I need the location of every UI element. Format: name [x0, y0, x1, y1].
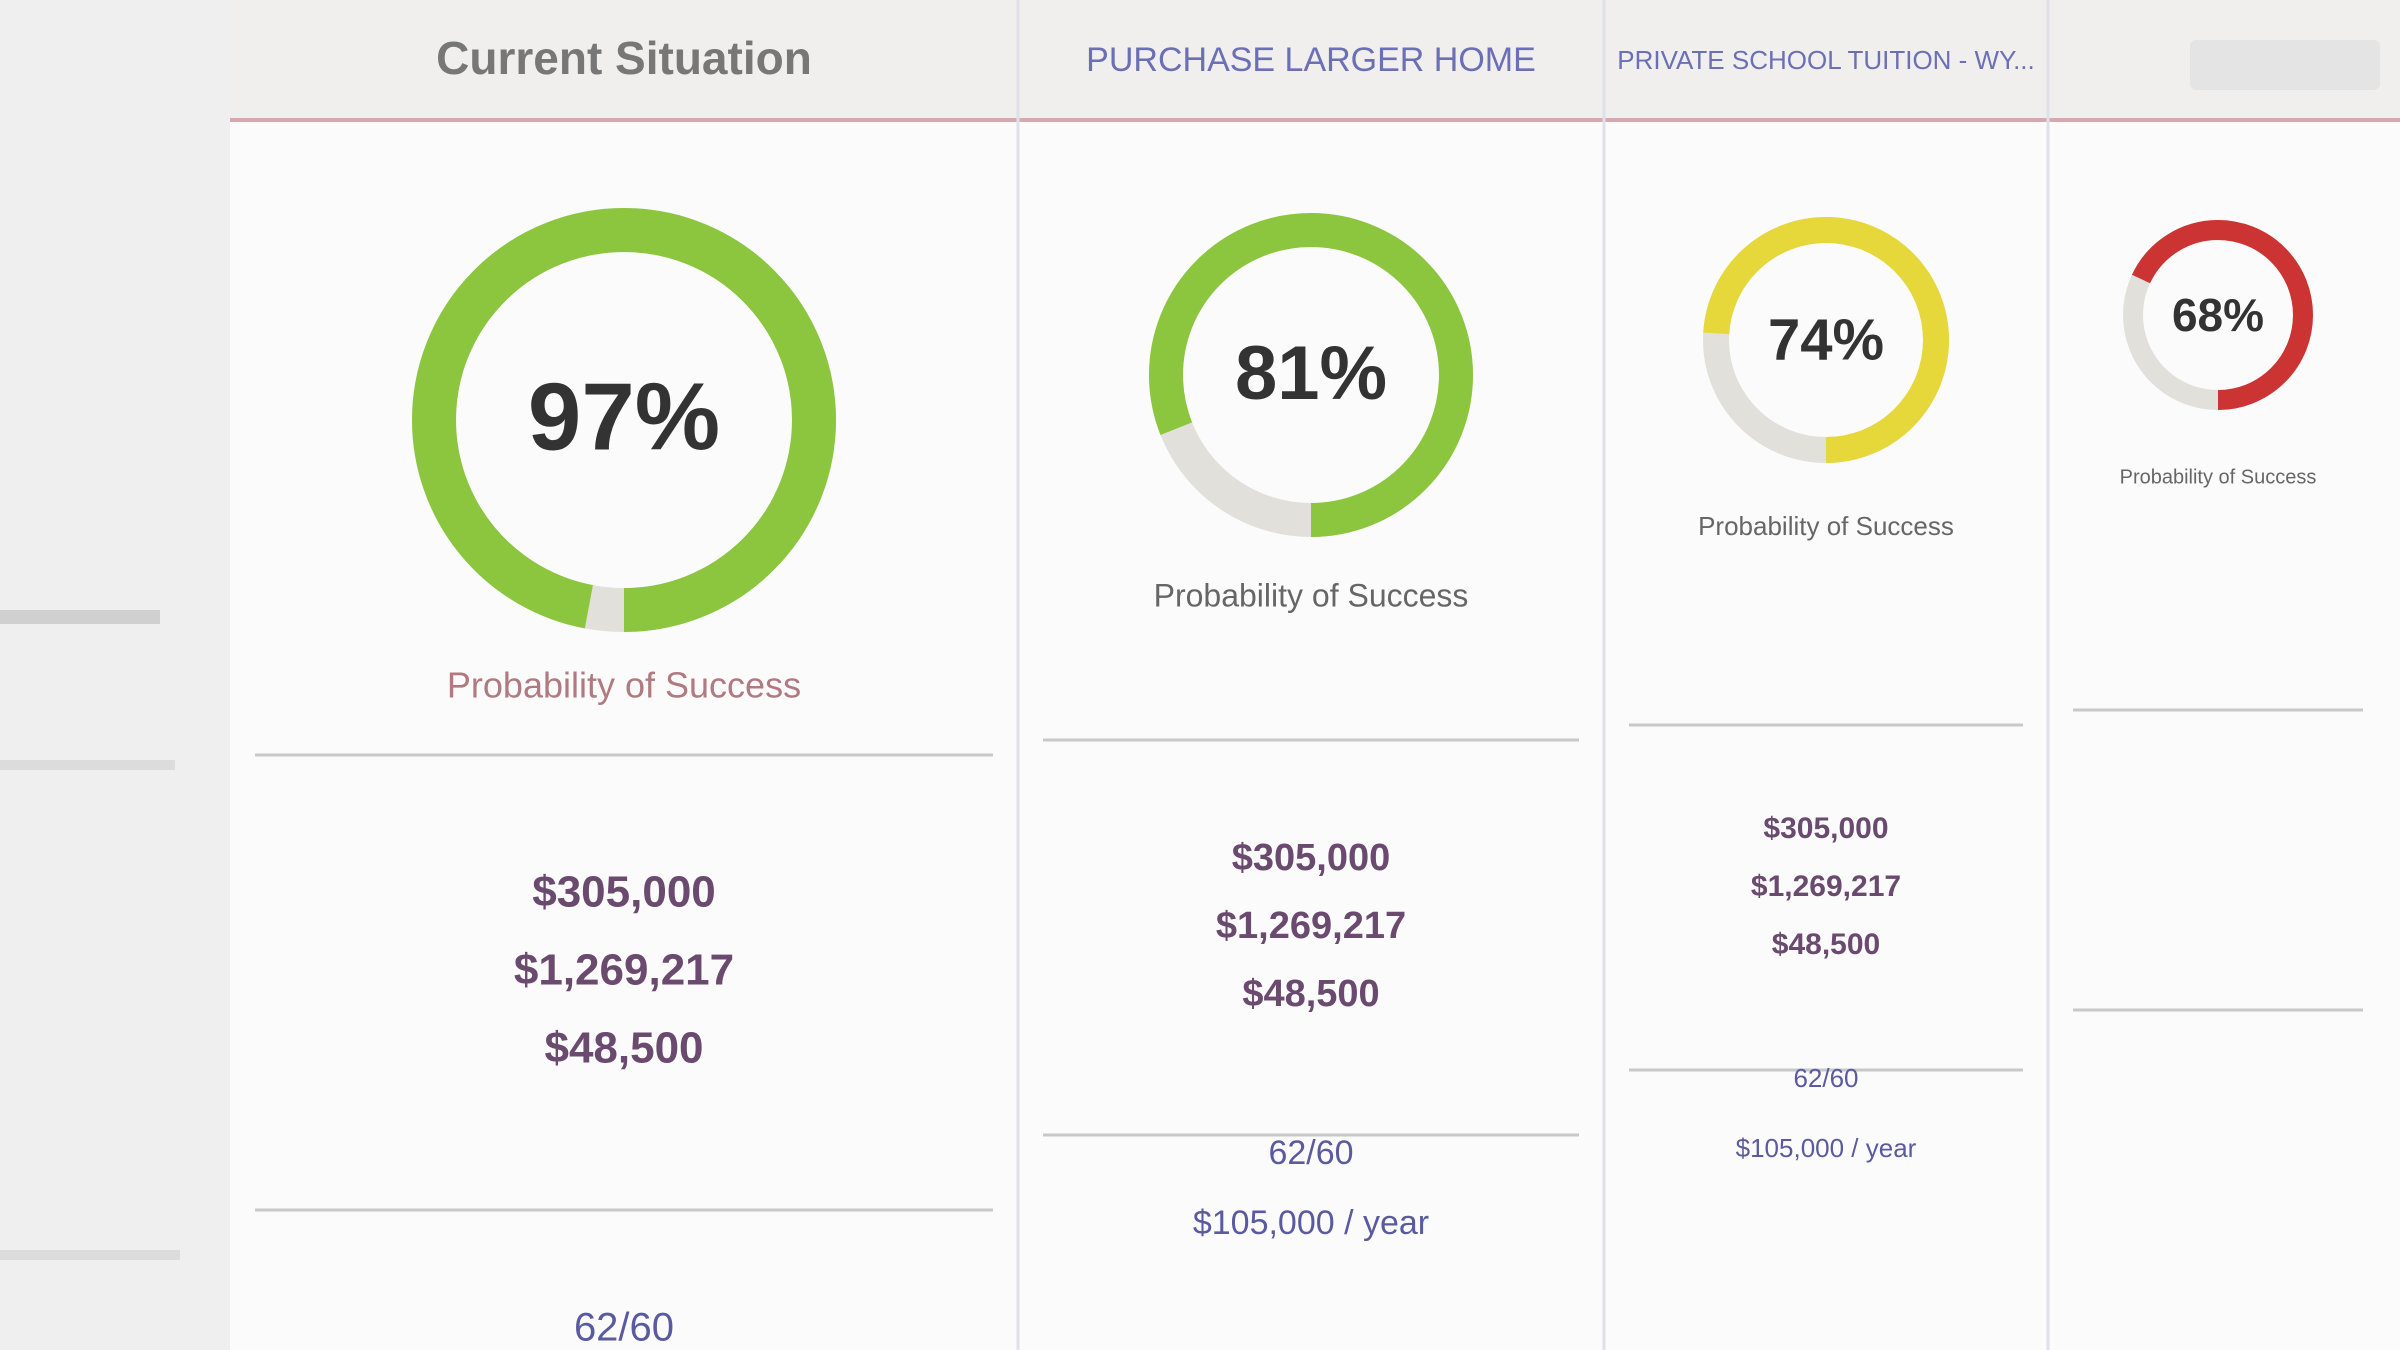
asset-value: $305,000	[1232, 837, 1391, 879]
sidebar	[0, 0, 230, 1350]
retirement-value: $105,000 / year	[1736, 1133, 1917, 1163]
asset-value: $1,269,217	[1751, 870, 1901, 903]
asset-value: $1,269,217	[514, 946, 734, 995]
sidebar-bar	[0, 760, 175, 770]
retirement-value: $105,000 / year	[1193, 1204, 1429, 1242]
asset-value: $305,000	[1763, 812, 1888, 845]
gauge-arc	[412, 208, 836, 632]
probability-value: 97%	[528, 363, 720, 470]
presentation-button[interactable]	[2190, 40, 2380, 90]
probability-caption: Probability of Success	[447, 665, 801, 706]
asset-value: $48,500	[1772, 928, 1880, 961]
retirement-value: 62/60	[1793, 1063, 1858, 1093]
retirement-value: 62/60	[574, 1306, 674, 1350]
retirement-value: 62/60	[1268, 1134, 1353, 1172]
asset-value: $1,269,217	[1216, 905, 1406, 947]
sidebar-bar	[0, 1250, 180, 1260]
probability-caption: Probability of Success	[1698, 511, 1954, 541]
sidebar-bar	[0, 610, 160, 624]
header-row	[230, 0, 2400, 120]
probability-caption: Probability of Success	[1154, 577, 1469, 613]
probability-value: 74%	[1768, 307, 1884, 372]
scenario-title: Current Situation	[436, 32, 812, 84]
gauge-arc	[1149, 213, 1473, 537]
probability-caption: Probability of Success	[2120, 466, 2317, 488]
probability-value: 68%	[2172, 289, 2264, 341]
gauge-arc	[1703, 217, 1949, 463]
asset-value: $305,000	[532, 868, 716, 917]
probability-value: 81%	[1235, 331, 1387, 416]
scenario-title[interactable]: PRIVATE SCHOOL TUITION - WY...	[1617, 45, 2035, 75]
scenario-title[interactable]: PURCHASE LARGER HOME	[1086, 41, 1536, 79]
asset-value: $48,500	[1242, 973, 1379, 1015]
gauge-arc	[2123, 220, 2313, 410]
asset-value: $48,500	[544, 1024, 703, 1073]
